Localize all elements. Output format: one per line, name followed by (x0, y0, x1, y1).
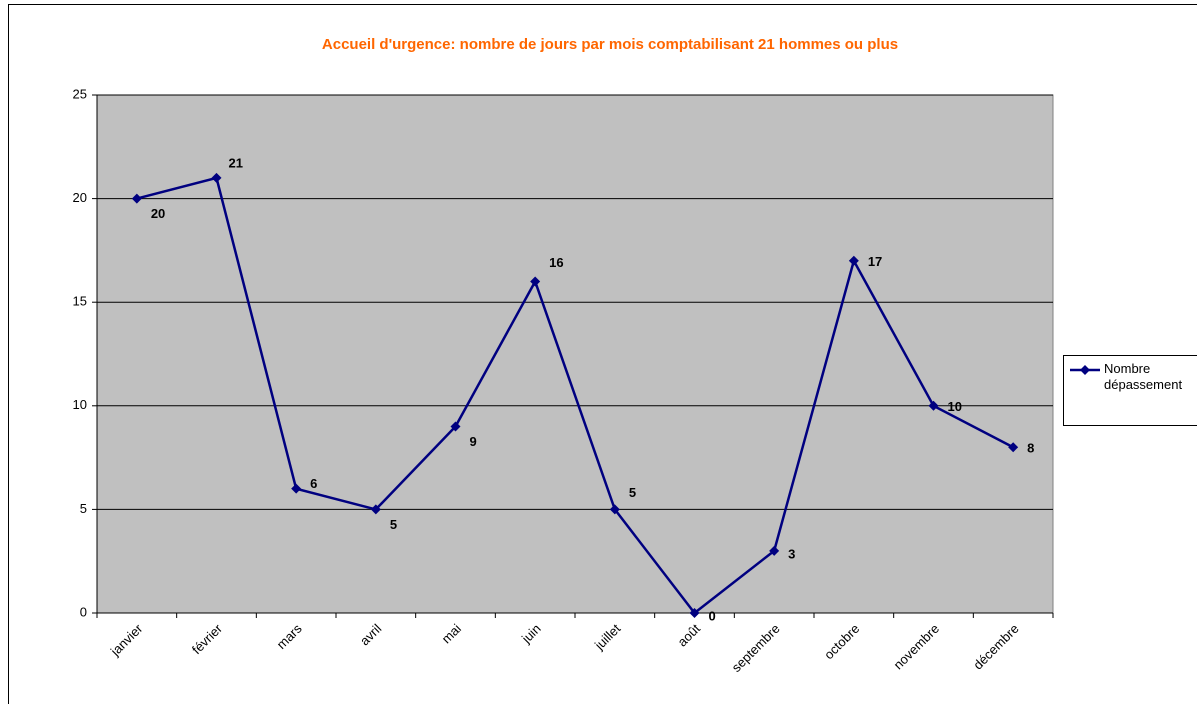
data-label: 0 (709, 608, 716, 623)
marker (769, 545, 780, 556)
legend-word: Nombre (1104, 361, 1150, 376)
marker (689, 608, 700, 618)
data-label: 6 (310, 476, 317, 491)
marker (848, 255, 859, 266)
marker (291, 483, 302, 494)
data-label: 16 (549, 255, 563, 270)
marker (530, 276, 541, 287)
y-tick-label: 15 (73, 294, 87, 309)
marker (609, 504, 620, 515)
marker (928, 400, 939, 411)
legend-word: dépassement (1104, 377, 1182, 392)
series-line (136, 176, 1014, 615)
y-tick-label: 5 (80, 501, 87, 516)
plot-area (96, 94, 1054, 614)
data-label: 17 (868, 254, 882, 269)
y-tick-label: 25 (73, 86, 87, 101)
marker (131, 193, 142, 204)
data-label: 3 (788, 546, 795, 561)
marker (1008, 442, 1019, 453)
y-tick-label: 20 (73, 190, 87, 205)
marker (211, 172, 222, 183)
y-tick-label: 0 (80, 604, 87, 619)
legend-marker (1080, 365, 1090, 375)
data-label: 10 (948, 399, 962, 414)
data-label: 8 (1027, 441, 1034, 456)
marker (450, 421, 461, 432)
y-tick-label: 10 (73, 397, 87, 412)
data-label: 9 (470, 434, 477, 449)
data-label: 5 (629, 485, 636, 500)
data-label: 20 (151, 206, 165, 221)
data-label: 21 (229, 155, 243, 170)
chart-title: Accueil d'urgence: nombre de jours par m… (322, 36, 898, 53)
marker (370, 504, 381, 515)
legend-label: Nombre dépassement (1104, 361, 1182, 392)
data-label: 5 (390, 517, 397, 532)
